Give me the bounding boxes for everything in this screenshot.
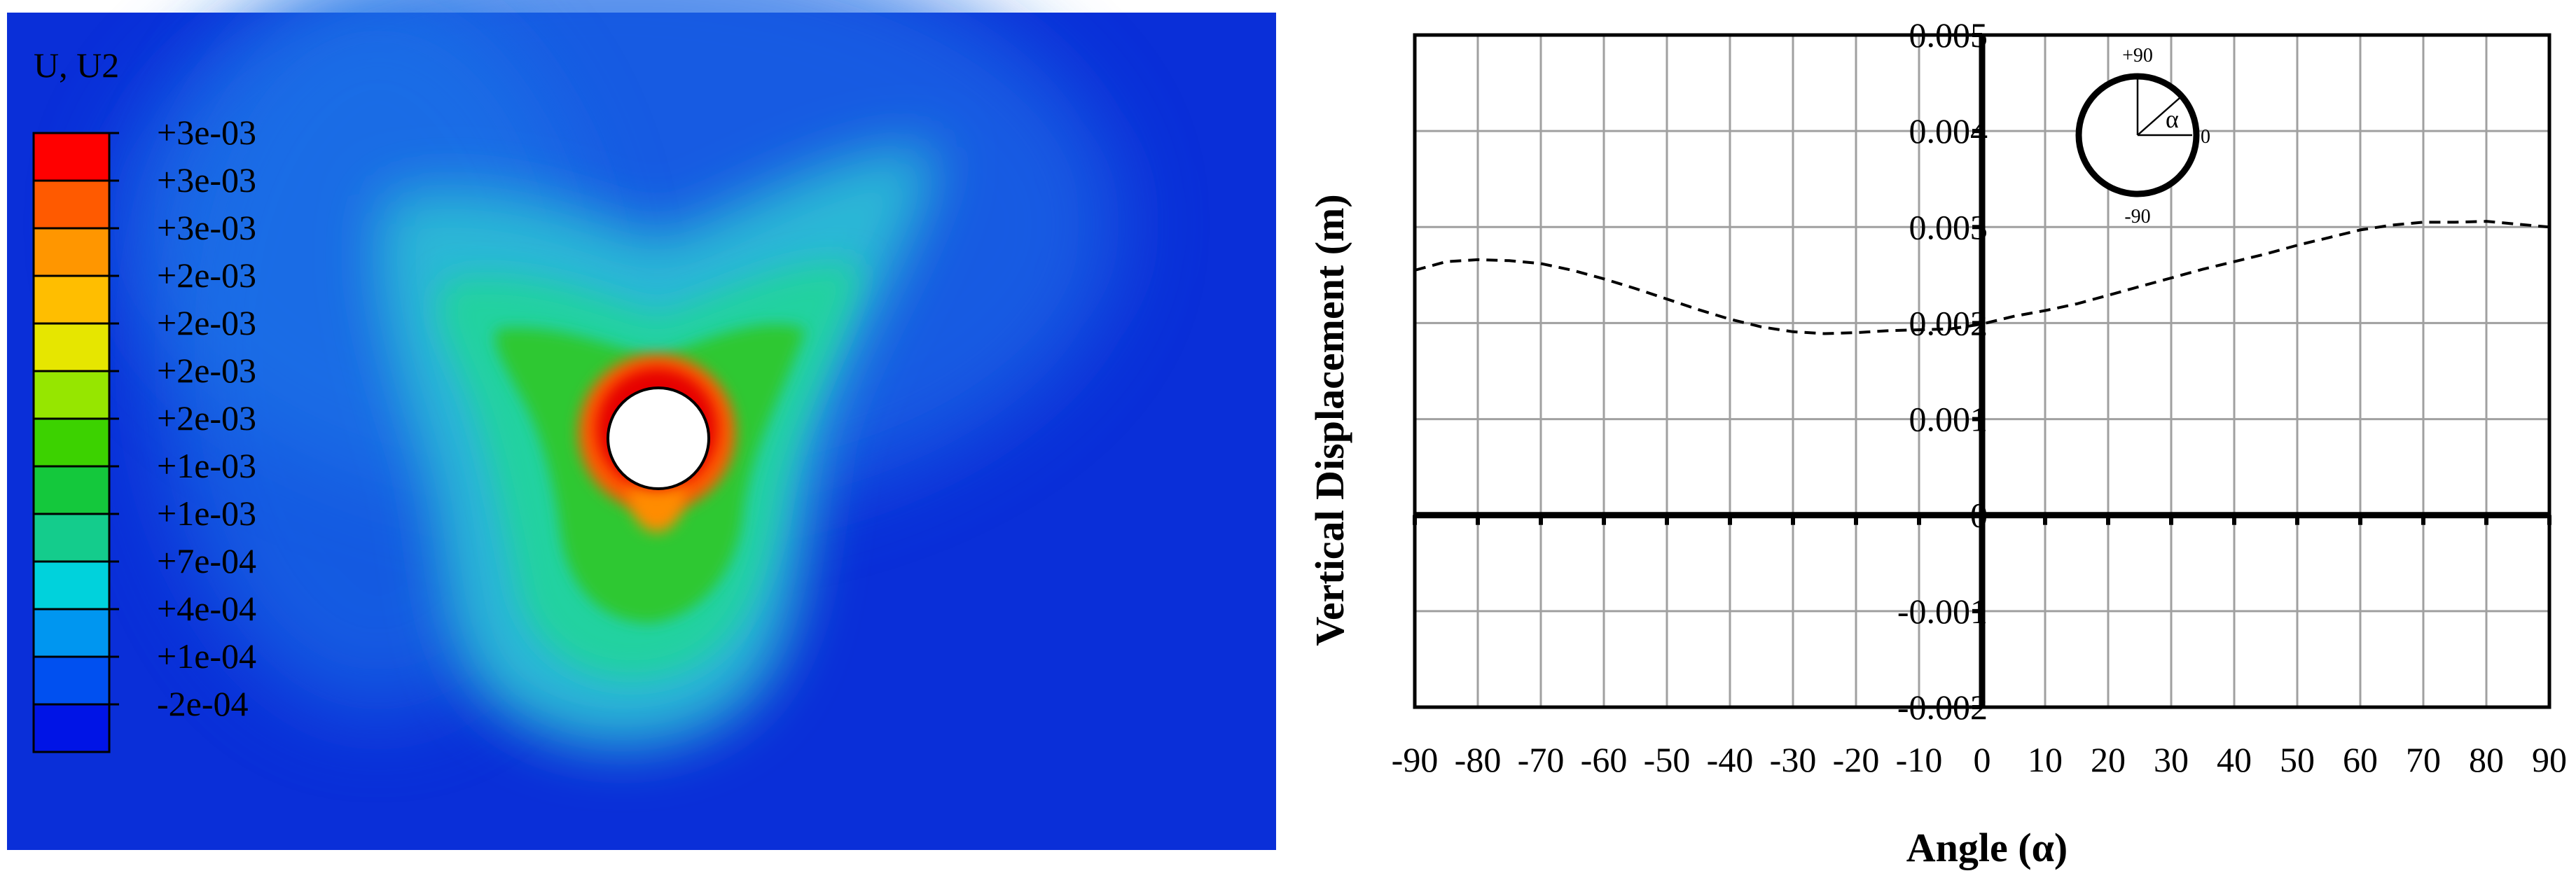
legend-swatch [34, 371, 109, 419]
inset-label-zero: 0 [2201, 126, 2210, 148]
color-legend: +3e-03 +3e-03 +3e-03 +2e-03 +2e-03 +2e-03 +2e-… [32, 113, 256, 753]
x-tick-label: 40 [2217, 740, 2252, 779]
legend-label: +2e-03 [157, 398, 256, 438]
legend-label: +3e-03 [157, 113, 256, 152]
legend-label: +2e-03 [157, 256, 256, 295]
x-tick-label: -30 [1770, 740, 1817, 779]
y-tick-label: 0.002 [1909, 303, 1988, 342]
legend-swatch [34, 466, 109, 514]
legend-label: +7e-04 [157, 541, 256, 580]
x-tick-label: 30 [2154, 740, 2189, 779]
legend-label: +2e-03 [157, 303, 256, 342]
legend-swatch [34, 609, 109, 657]
x-tick-label: -60 [1581, 740, 1628, 779]
inset-label-top: +90 [2122, 45, 2153, 67]
displacement-chart-panel: -90 -80 -70 -60 -50 -40 -30 -20 -10 0 10 20 30 40 50 60… [1282, 0, 2576, 874]
x-tick-label: -20 [1833, 740, 1880, 779]
legend-label: +1e-03 [157, 446, 256, 485]
tunnel-opening [607, 386, 710, 490]
x-tick-label: -40 [1707, 740, 1754, 779]
x-tick-label: 10 [2028, 740, 2063, 779]
y-tick-label: 0.004 [1909, 111, 1988, 151]
legend-swatch [34, 276, 109, 323]
contour-plot-panel: U, U2 +3e-03 +3e-03 +3e-03 +2e-03 +2e-03 +2e-… [0, 0, 1282, 874]
y-tick-label: 0 [1970, 496, 1988, 535]
legend-swatch [34, 323, 109, 371]
legend-swatch [34, 657, 109, 704]
y-tick-label: 0.001 [1909, 400, 1988, 439]
inset-label-alpha: α [2166, 105, 2179, 133]
y-tick-label: -0.001 [1897, 592, 1988, 631]
x-tick-label: 20 [2091, 740, 2126, 779]
x-tick-label: 60 [2343, 740, 2378, 779]
legend-swatch [34, 228, 109, 276]
legend-label: +4e-04 [157, 589, 256, 628]
legend-label: +1e-03 [157, 494, 256, 533]
chart-axes [1413, 33, 2551, 709]
inset-label-bottom: -90 [2124, 206, 2150, 228]
x-tick-label: -70 [1518, 740, 1565, 779]
y-tick-label: -0.002 [1897, 688, 1988, 727]
contour-title: U, U2 [34, 46, 119, 85]
legend-label: +3e-03 [157, 208, 256, 247]
x-tick-label: 70 [2406, 740, 2441, 779]
displacement-chart: -90 -80 -70 -60 -50 -40 -30 -20 -10 0 10 20 30 40 50 60… [1307, 15, 2567, 870]
legend-label: -2e-04 [157, 684, 249, 723]
legend-label: +3e-03 [157, 160, 256, 200]
x-axis-label: Angle (α) [1906, 825, 2068, 870]
x-tick-label: -80 [1455, 740, 1502, 779]
legend-swatch [34, 562, 109, 609]
chart-tick-labels: -90 -80 -70 -60 -50 -40 -30 -20 -10 0 10 20 30 40 50 60… [1392, 15, 2567, 779]
legend-label: +1e-04 [157, 636, 256, 676]
x-tick-label: -90 [1392, 740, 1439, 779]
legend-swatch [34, 133, 109, 181]
x-tick-label: -50 [1644, 740, 1691, 779]
legend-swatch [34, 514, 109, 562]
x-tick-label: 50 [2280, 740, 2315, 779]
x-tick-label: -10 [1896, 740, 1943, 779]
legend-label: +2e-03 [157, 351, 256, 390]
legend-swatch [34, 704, 109, 752]
y-tick-label: 0.003 [1909, 207, 1988, 246]
legend-swatch [34, 419, 109, 466]
series-line-displacement [1414, 220, 2550, 335]
y-axis-label: Vertical Displacement (m) [1307, 194, 1352, 646]
x-tick-label: 80 [2469, 740, 2504, 779]
contour-plot: U, U2 +3e-03 +3e-03 +3e-03 +2e-03 +2e-03 +2e-… [7, 0, 1276, 850]
displacement-field [112, 0, 1121, 748]
angle-inset-diagram: +90 -90 0 α [2075, 45, 2210, 228]
y-tick-label: 0.005 [1909, 15, 1988, 55]
inset-angle-radius [2137, 97, 2180, 136]
x-tick-label: 90 [2532, 740, 2567, 779]
x-tick-label: 0 [1974, 740, 1991, 779]
legend-swatch [34, 181, 109, 228]
